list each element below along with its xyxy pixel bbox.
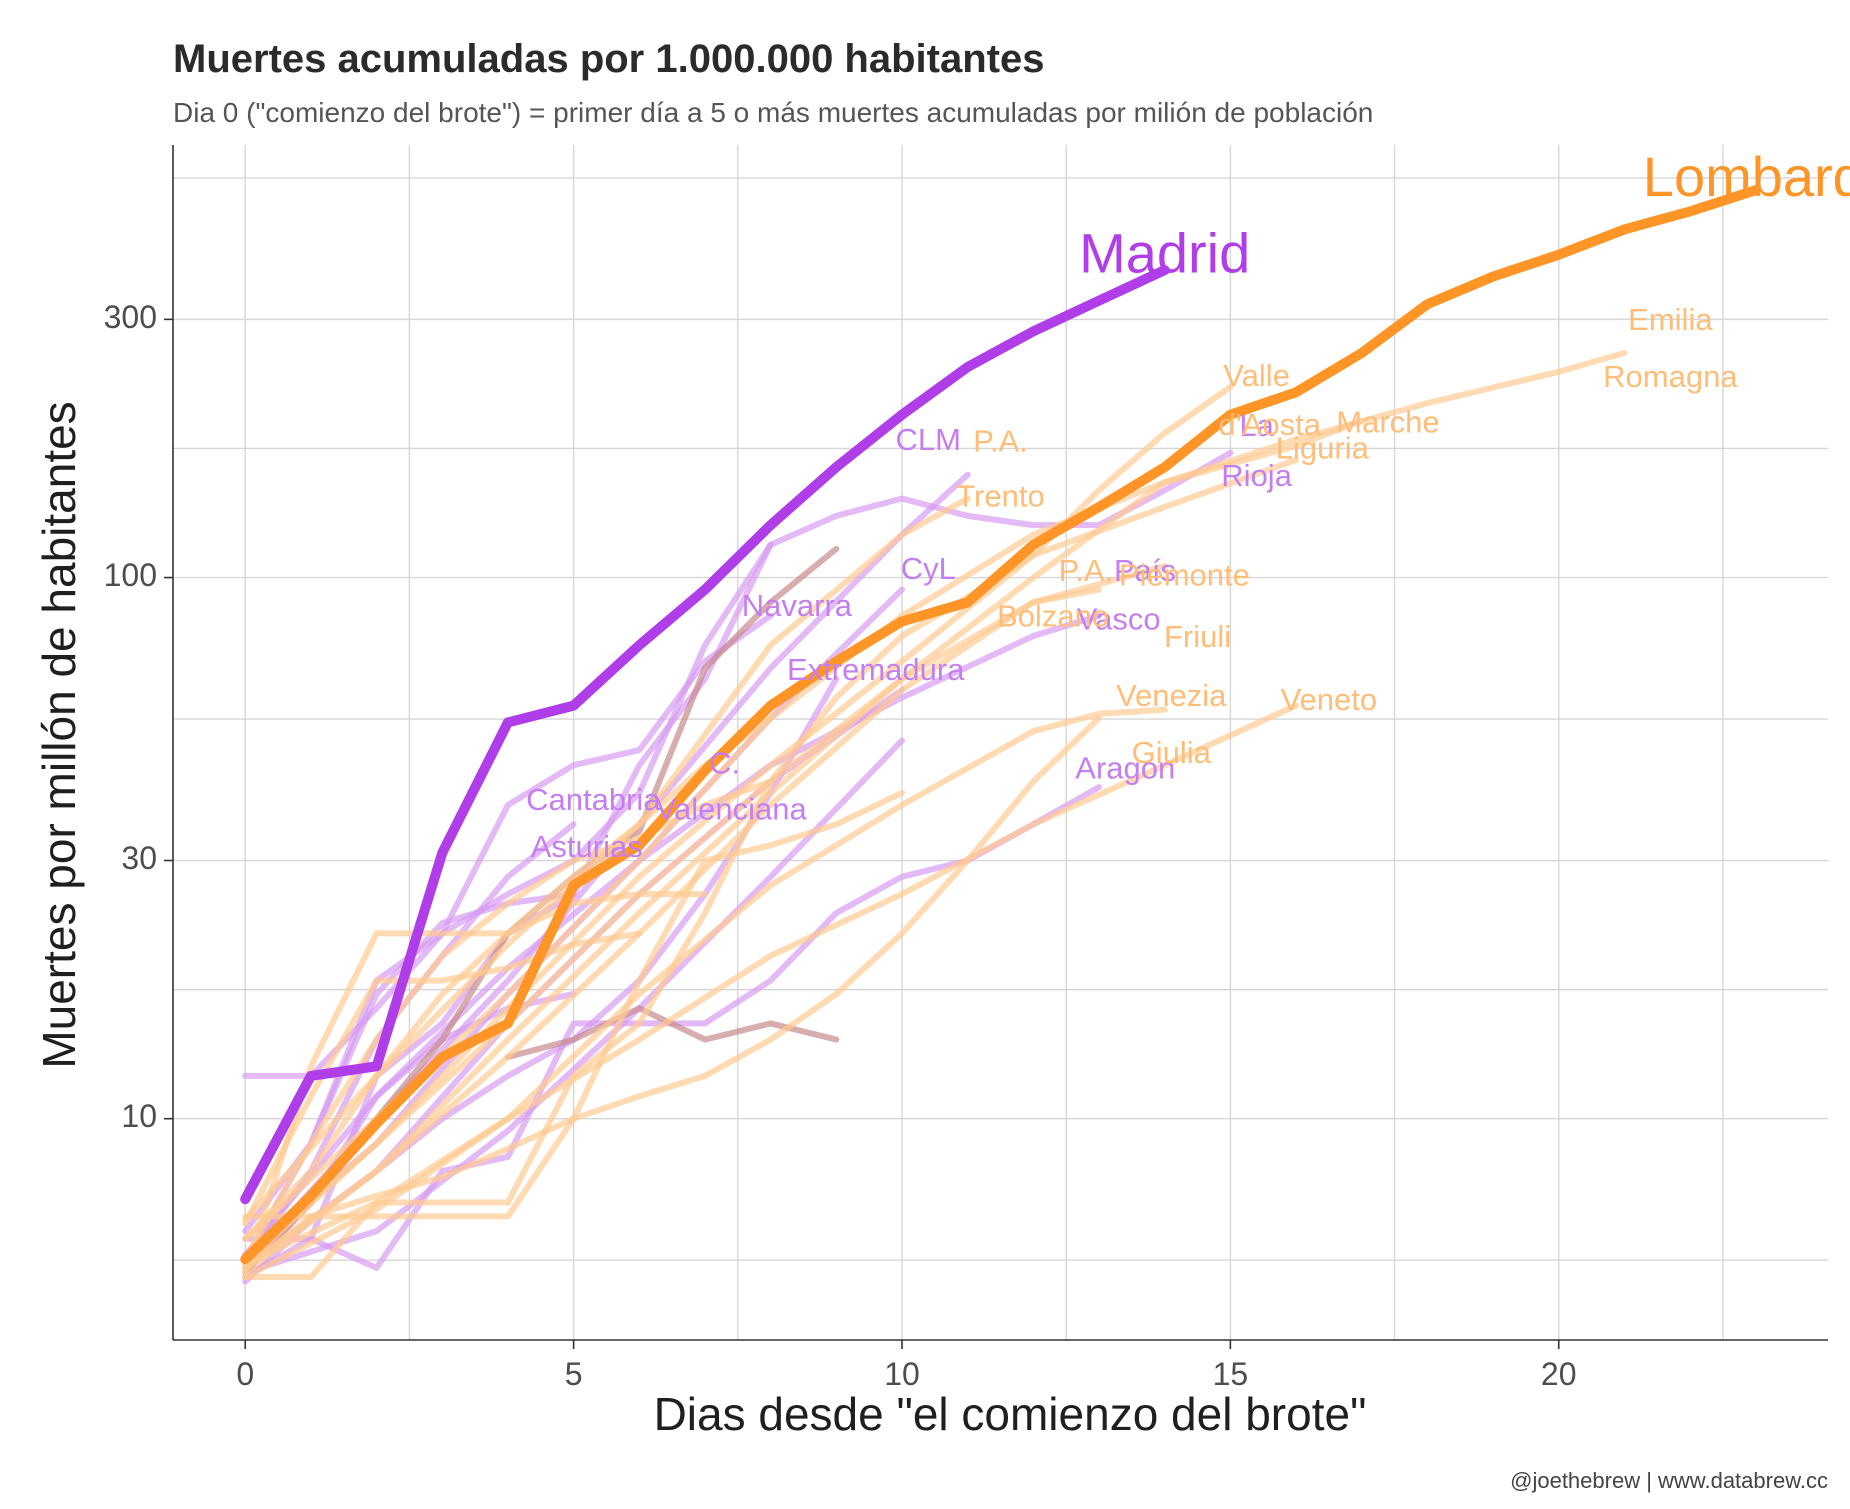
series-label-trento: Trento <box>956 479 1044 514</box>
series-label-emilia: Emilia <box>1628 302 1713 337</box>
y-axis-title: Muertes por millón de habitantes <box>33 401 85 1068</box>
x-tick-label: 15 <box>1213 1356 1249 1392</box>
series-label-madrid: Madrid <box>1079 222 1250 285</box>
series-line-unlabeled-12 <box>242 675 840 1285</box>
series-line-liguria <box>242 456 1299 1267</box>
series-label-p-a: P.A. <box>973 424 1028 459</box>
axes <box>172 145 1828 1341</box>
chart-subtitle: Dia 0 ("comienzo del brote") = primer dí… <box>173 97 1373 128</box>
y-tick-label: 30 <box>121 840 157 876</box>
y-tick-label: 100 <box>104 557 157 593</box>
x-tick-label: 0 <box>236 1356 254 1392</box>
series-line-emilia-romagna <box>242 350 1628 1263</box>
y-tick-label: 300 <box>104 299 157 335</box>
series-label-pais: País <box>1114 553 1176 588</box>
series-line-c-valenciana <box>242 737 905 1276</box>
series-label-p-a: P.A. <box>1059 553 1114 588</box>
x-tick-label: 20 <box>1541 1356 1577 1392</box>
series-line-marche <box>242 417 1365 1242</box>
series-label-cyl: CyL <box>901 551 956 586</box>
x-tick-label: 5 <box>565 1356 583 1392</box>
series-label-rioja: Rioja <box>1221 458 1292 493</box>
series-label-la: La <box>1239 408 1274 443</box>
series-line-unlabeled-29 <box>242 789 905 1220</box>
series-line-piemonte <box>242 563 1168 1276</box>
series-line-unlabeled-25 <box>242 930 643 1227</box>
series-label-clm: CLM <box>896 422 961 457</box>
x-axis-title: Dias desde "el comienzo del brote" <box>654 1388 1367 1440</box>
series-label-piemonte: Piemonte <box>1119 558 1250 593</box>
series-label-liguria: Liguria <box>1276 430 1370 465</box>
series-line-friuli-venezia-giulia <box>242 706 1168 1267</box>
series-label-veneto: Veneto <box>1281 682 1378 717</box>
series-label-romagna: Romagna <box>1603 359 1738 394</box>
series-label-navarra: Navarra <box>742 588 853 623</box>
series-line-unlabeled-14 <box>504 1005 840 1060</box>
series-label-c: C. <box>709 745 740 780</box>
series-label-d-aosta: d'Aosta <box>1219 407 1322 442</box>
series-label-valenciana: Valenciana <box>656 791 808 826</box>
series-line-unlabeled-28 <box>242 715 1102 1271</box>
series-line-madrid <box>240 265 1170 1205</box>
series-line-lombardia <box>240 185 1761 1265</box>
faded-series-lines <box>242 350 1628 1285</box>
series-line-unlabeled-26 <box>242 715 774 1242</box>
series-label-asturias: Asturias <box>531 829 643 864</box>
series-label-venezia: Venezia <box>1116 678 1227 713</box>
series-label-aragon: Aragon <box>1075 751 1175 786</box>
grid-lines <box>173 145 1828 1340</box>
series-label-friuli: Friuli <box>1164 619 1231 654</box>
series-labels: Madrid Lombardo CLM CyL Navarra Extremadura C.… <box>526 145 1850 864</box>
x-tick-label: 10 <box>884 1356 920 1392</box>
series-label-giulia: Giulia <box>1132 735 1212 770</box>
tick-labels: 0 5 10 15 20 10 30 100 300 <box>104 299 1577 1392</box>
series-label-bolzano: Bolzano <box>997 599 1109 634</box>
series-line-p-a-bolzano <box>242 586 1102 1271</box>
chart-caption: @joethebrew | www.databrew.cc <box>1510 1468 1828 1493</box>
series-label-lombardo: Lombardo <box>1643 145 1850 208</box>
chart-title: Muertes acumuladas por 1.000.000 habitan… <box>173 37 1044 81</box>
series-line-veneto <box>242 702 1299 1280</box>
series-label-vasco: Vasco <box>1077 602 1161 637</box>
series-label-cantabria: Cantabria <box>526 782 661 817</box>
highlighted-series-lines <box>240 185 1761 1265</box>
y-tick-label: 10 <box>121 1098 157 1134</box>
series-label-marche: Marche <box>1336 404 1439 439</box>
series-label-extremadura: Extremadura <box>787 652 965 687</box>
series-label-valle: Valle <box>1223 358 1290 393</box>
series-line-unlabeled-27 <box>242 778 774 1263</box>
